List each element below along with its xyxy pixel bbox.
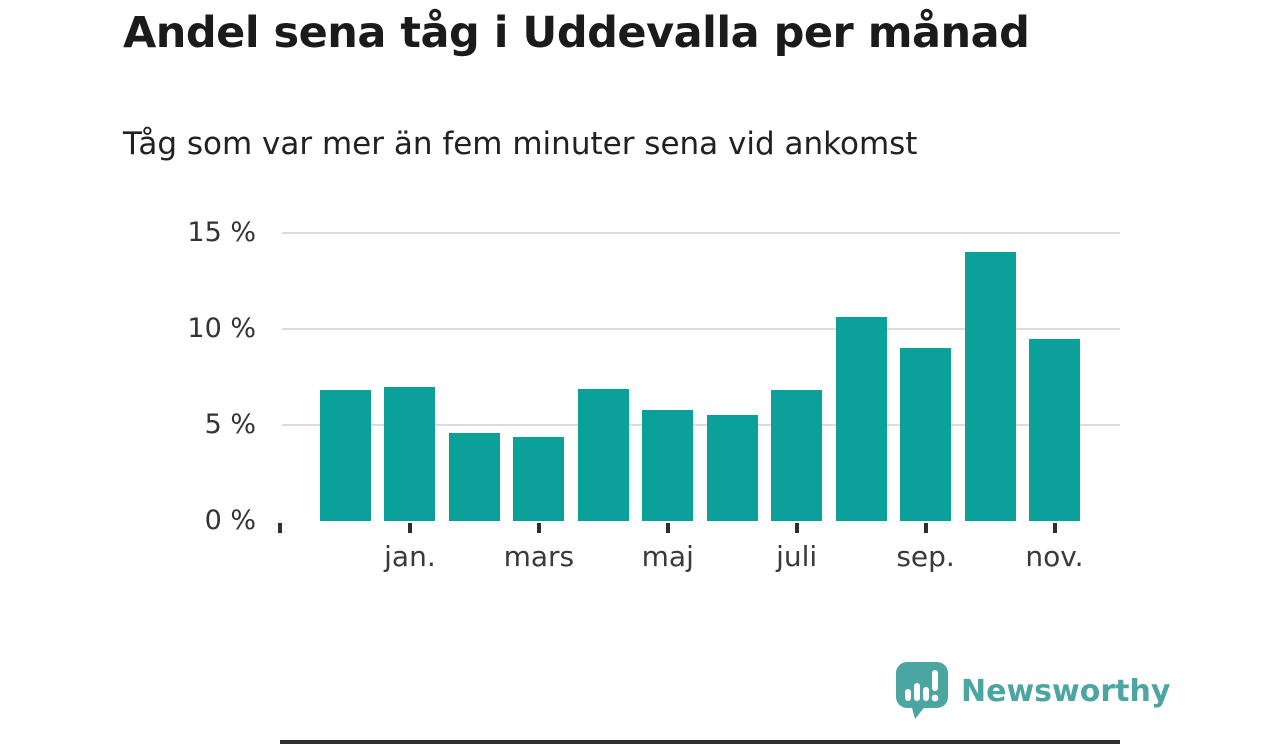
axis-tick xyxy=(1052,523,1057,533)
x-axis-label-mars: mars xyxy=(503,540,575,573)
bar-sep. xyxy=(900,348,952,521)
x-axis-label-nov.: nov. xyxy=(1025,540,1084,573)
gridline-5 xyxy=(282,424,1120,426)
gridline-10 xyxy=(282,328,1120,330)
axis-tick xyxy=(794,523,799,533)
bar-juli xyxy=(771,390,823,521)
bar-chart-plot-area xyxy=(280,221,1120,744)
bar-feb. xyxy=(448,432,500,521)
bar-mars xyxy=(513,436,565,521)
y-axis-label-0: 0 % xyxy=(204,505,256,536)
chart-subtitle: Tåg som var mer än fem minuter sena vid … xyxy=(123,126,918,162)
bar-series xyxy=(280,221,1120,521)
chart-title: Andel sena tåg i Uddevalla per månad xyxy=(123,8,1030,58)
x-axis-label-jan.: jan. xyxy=(384,540,436,573)
gridline-15 xyxy=(282,232,1120,234)
bar-nov. xyxy=(1028,338,1080,521)
newsworthy-logo-icon xyxy=(896,662,948,719)
bar-maj xyxy=(642,409,694,521)
newsworthy-logo-text: Newsworthy xyxy=(961,673,1171,709)
bar-dec. xyxy=(320,390,371,521)
y-axis-label-5: 5 % xyxy=(204,409,256,440)
axis-tick xyxy=(407,523,412,533)
bar-april xyxy=(577,388,629,521)
bar-okt. xyxy=(964,252,1016,521)
x-axis-label-juli: juli xyxy=(776,540,818,573)
axis-tick xyxy=(665,523,670,533)
newsworthy-logo: Newsworthy xyxy=(896,662,1170,720)
x-axis-label-maj: maj xyxy=(641,540,694,573)
y-axis-label-15: 15 % xyxy=(187,217,256,248)
y-axis-label-10: 10 % xyxy=(187,313,256,344)
axis-tick xyxy=(923,523,928,533)
bar-aug. xyxy=(835,317,887,521)
axis-tick xyxy=(278,523,282,533)
bar-jan. xyxy=(384,386,436,521)
bar-juni xyxy=(706,415,758,521)
axis-tick xyxy=(536,523,541,533)
chart-canvas: Andel sena tåg i Uddevalla per månad Tåg… xyxy=(123,8,1170,744)
x-axis-label-sep.: sep. xyxy=(896,540,955,573)
x-axis-line xyxy=(280,740,1120,744)
